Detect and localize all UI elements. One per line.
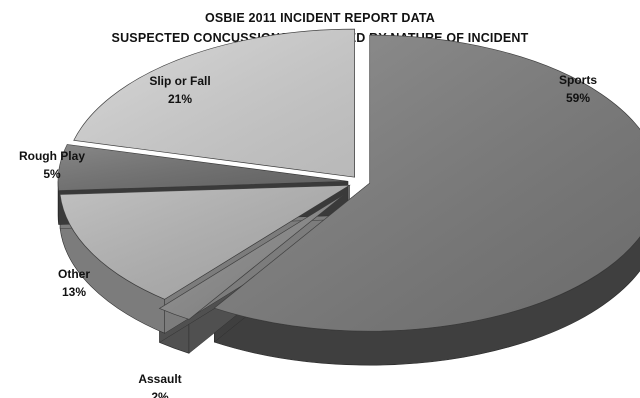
- pie-label-category: Rough Play: [19, 149, 85, 163]
- pie-label-category: Assault: [138, 372, 181, 386]
- pie-label-rough-play: Rough Play 5%: [19, 149, 85, 181]
- pie-slice-shading-other: [60, 185, 350, 300]
- pie-label-percent: 21%: [168, 92, 192, 106]
- pie-label-slip-or-fall: Slip or Fall 21%: [149, 74, 210, 106]
- pie-label-percent: 5%: [43, 167, 61, 181]
- pie-label-sports: Sports 59%: [559, 73, 597, 105]
- pie-label-percent: 2%: [151, 390, 169, 398]
- chart-title: OSBIE 2011 INCIDENT REPORT DATA: [204, 11, 436, 25]
- pie-label-category: Other: [58, 267, 90, 281]
- pie-slice-shading-slip-or-fall: [73, 29, 355, 178]
- pie-slice-shading-assault: [159, 194, 345, 320]
- pie-label-category: Slip or Fall: [149, 74, 210, 88]
- pie-label-assault: Assault 2%: [138, 372, 181, 398]
- pie-slice-shading-rough-play: [58, 144, 349, 191]
- pie-label-other: Other 13%: [58, 267, 90, 299]
- pie-label-category: Sports: [559, 73, 597, 87]
- pie-label-percent: 59%: [566, 91, 590, 105]
- pie-slice-shading-sports: [214, 35, 640, 332]
- pie-label-percent: 13%: [62, 285, 86, 299]
